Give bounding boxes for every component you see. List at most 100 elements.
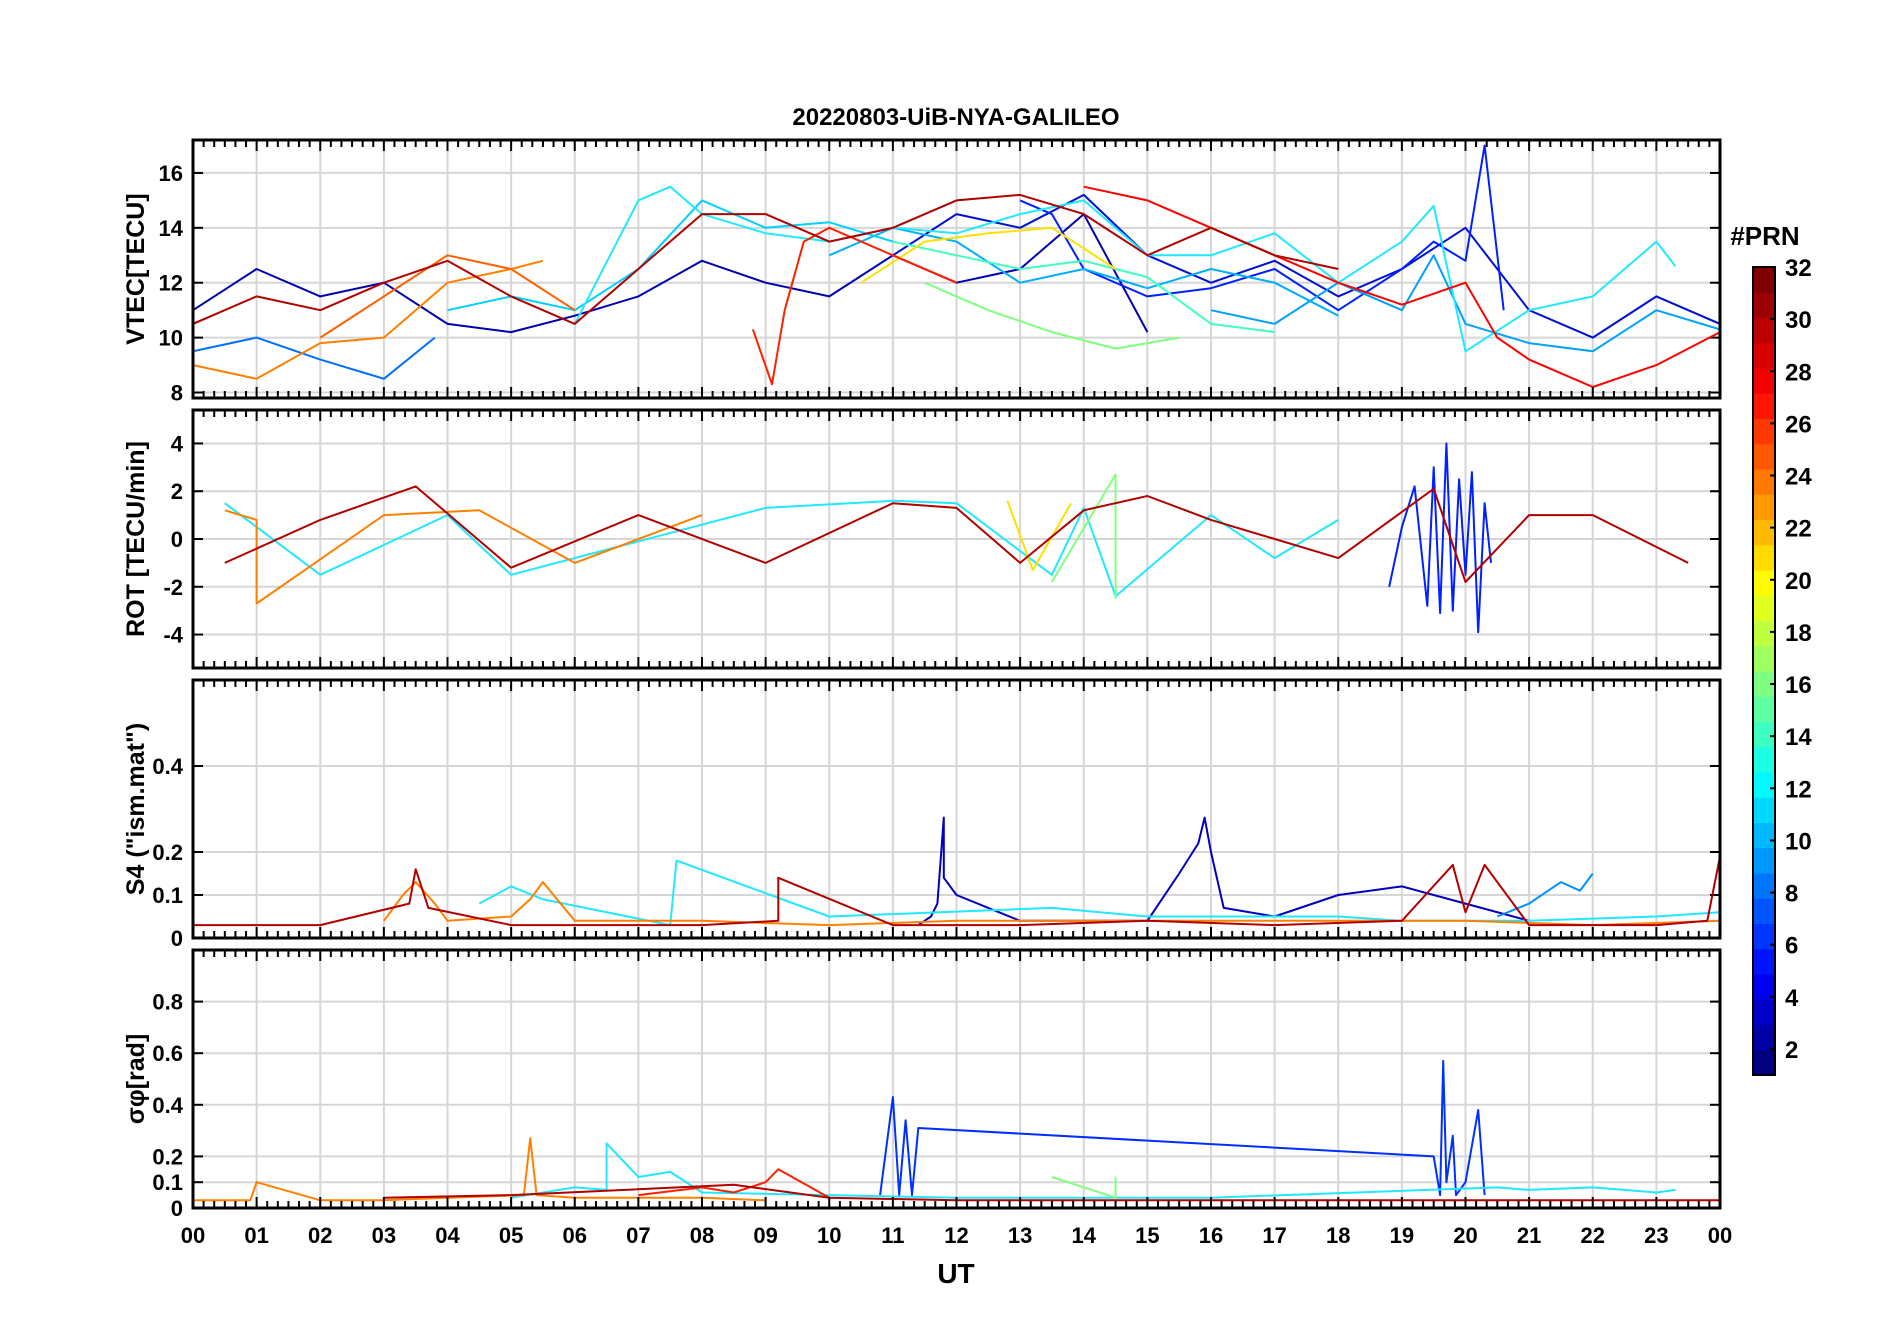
series-line-prn-4 bbox=[879, 1059, 1486, 1197]
x-tick-label: 21 bbox=[1517, 1223, 1541, 1248]
y-axis-label: σφ[rad] bbox=[122, 1034, 150, 1125]
series-line-prn-13 bbox=[478, 859, 1720, 927]
y-tick-label: 0.1 bbox=[152, 1170, 183, 1195]
panel-frame bbox=[191, 138, 1722, 400]
panel-sigma_phi: 00.10.2 0.4 0.6 0.8σφ[rad] bbox=[122, 948, 1722, 1221]
colorbar-band bbox=[1753, 342, 1775, 369]
colorbar-band bbox=[1753, 772, 1775, 798]
series-line-prn-4 bbox=[1388, 442, 1492, 634]
colorbar-band bbox=[1753, 519, 1775, 546]
plot-panels: 8 10 12 14 16 VTEC[TECU] -4 -2 0 2 4 ROT [TECU/min]… bbox=[122, 138, 1722, 1221]
x-tick-label: 09 bbox=[753, 1223, 777, 1248]
panel-rot: -4 -2 0 2 4 ROT [TECU/min] bbox=[122, 408, 1722, 670]
series-line-prn-23 bbox=[383, 881, 1720, 927]
y-tick-label: 0.2 bbox=[152, 1144, 183, 1169]
y-axis-label: S4 ("ism.mat") bbox=[122, 723, 150, 895]
y-tick-label: -2 bbox=[163, 575, 183, 600]
y-tick-label: 2 bbox=[171, 479, 183, 504]
colorbar-band bbox=[1753, 847, 1775, 874]
x-tick-label: 13 bbox=[1008, 1223, 1032, 1248]
colorbar-tick-label: 10 bbox=[1785, 828, 1812, 855]
series-line-prn-17 bbox=[924, 281, 1180, 350]
x-tick-label: 04 bbox=[435, 1223, 460, 1248]
x-tick-label: 00 bbox=[181, 1223, 205, 1248]
series-line-prn-2 bbox=[193, 213, 1149, 334]
panel-frame bbox=[191, 678, 1722, 940]
x-tick-label: 19 bbox=[1390, 1223, 1414, 1248]
colorbar-tick-label: 2 bbox=[1785, 1037, 1798, 1064]
series-line-prn-13 bbox=[510, 1142, 1676, 1199]
colorbar-tick-label: 20 bbox=[1785, 568, 1812, 595]
colorbar-frame bbox=[1752, 266, 1776, 1076]
x-tick-label: 03 bbox=[372, 1223, 396, 1248]
colorbar-tick-label: 12 bbox=[1785, 776, 1812, 803]
colorbar-band bbox=[1753, 570, 1775, 596]
y-axis-label: VTEC[TECU] bbox=[122, 193, 150, 344]
x-tick-label: 17 bbox=[1262, 1223, 1286, 1248]
x-axis: 00 01 02 03 04 05 06 07 08 09 10 11 12 13 14 15 16 17 18 19… bbox=[181, 1223, 1732, 1248]
x-tick-label: 10 bbox=[817, 1223, 841, 1248]
colorbar-tick-label: 32 bbox=[1785, 255, 1812, 282]
colorbar-band bbox=[1753, 393, 1775, 419]
series-line-prn-12 bbox=[447, 199, 894, 312]
colorbar-tick-label: 16 bbox=[1785, 672, 1812, 699]
x-tick-label: 05 bbox=[499, 1223, 523, 1248]
series-line-prn-17 bbox=[1051, 473, 1117, 599]
x-tick-label: 18 bbox=[1326, 1223, 1350, 1248]
colorbar-band bbox=[1753, 746, 1775, 773]
series-line-prn-9 bbox=[1210, 254, 1720, 353]
series-line-prn-20 bbox=[860, 226, 1117, 284]
colorbar-band bbox=[1753, 797, 1775, 823]
series-line-prn-28 bbox=[1083, 185, 1720, 388]
series-line-prn-27 bbox=[751, 226, 957, 386]
colorbar-band bbox=[1753, 898, 1775, 924]
y-tick-label: 0 bbox=[171, 1196, 183, 1221]
colorbar-band bbox=[1753, 974, 1775, 1000]
y-tick-label: -4 bbox=[163, 623, 183, 648]
colorbar-band bbox=[1753, 822, 1775, 849]
y-tick-label: 0.4 bbox=[152, 1093, 183, 1118]
colorbar-band bbox=[1753, 317, 1775, 344]
y-tick-label: 0.4 bbox=[152, 754, 183, 779]
series-line-prn-31 bbox=[224, 485, 1689, 583]
y-tick-label: 0 bbox=[171, 926, 183, 951]
colorbar-band bbox=[1753, 873, 1775, 899]
y-tick-label: 4 bbox=[171, 431, 184, 456]
x-tick-label: 12 bbox=[944, 1223, 968, 1248]
colorbar-band bbox=[1753, 368, 1775, 394]
x-tick-label: 22 bbox=[1581, 1223, 1605, 1248]
series-line-prn-3 bbox=[892, 193, 1720, 339]
x-tick-label: 20 bbox=[1453, 1223, 1477, 1248]
x-tick-label: 08 bbox=[690, 1223, 714, 1248]
x-tick-label: 23 bbox=[1644, 1223, 1668, 1248]
series-line-prn-31 bbox=[193, 193, 1339, 325]
chart-title: 20220803-UiB-NYA-GALILEO bbox=[792, 104, 1119, 131]
series-line-prn-20 bbox=[1006, 500, 1072, 572]
colorbar-tick-label: 4 bbox=[1785, 985, 1799, 1012]
colorbar-band bbox=[1753, 418, 1775, 445]
colorbar-tick-label: 6 bbox=[1785, 933, 1798, 960]
colorbar-band bbox=[1753, 292, 1775, 318]
y-tick-label: 0.8 bbox=[152, 990, 183, 1015]
colorbar-band bbox=[1753, 999, 1775, 1025]
colorbar-tick-label: 28 bbox=[1785, 359, 1812, 386]
y-tick-label: 0.2 bbox=[152, 840, 183, 865]
colorbar-band bbox=[1753, 494, 1775, 520]
x-tick-label: 16 bbox=[1199, 1223, 1223, 1248]
colorbar-band bbox=[1753, 620, 1775, 647]
y-tick-label: 0.6 bbox=[152, 1041, 183, 1066]
series-line-prn-9 bbox=[1496, 872, 1594, 918]
colorbar-band bbox=[1753, 595, 1775, 621]
colorbar-band bbox=[1753, 721, 1775, 748]
colorbar-band bbox=[1753, 267, 1775, 293]
x-axis-label: UT bbox=[937, 1258, 974, 1289]
series-line-prn-23 bbox=[224, 509, 703, 605]
colorbar-tick-label: 24 bbox=[1785, 464, 1812, 491]
series-line-prn-25 bbox=[319, 254, 576, 339]
series-line-prn-15 bbox=[892, 240, 1275, 334]
y-tick-label: 0.1 bbox=[152, 883, 183, 908]
colorbar-band bbox=[1753, 443, 1775, 470]
panel-vtec: 8 10 12 14 16 VTEC[TECU] bbox=[122, 138, 1722, 406]
